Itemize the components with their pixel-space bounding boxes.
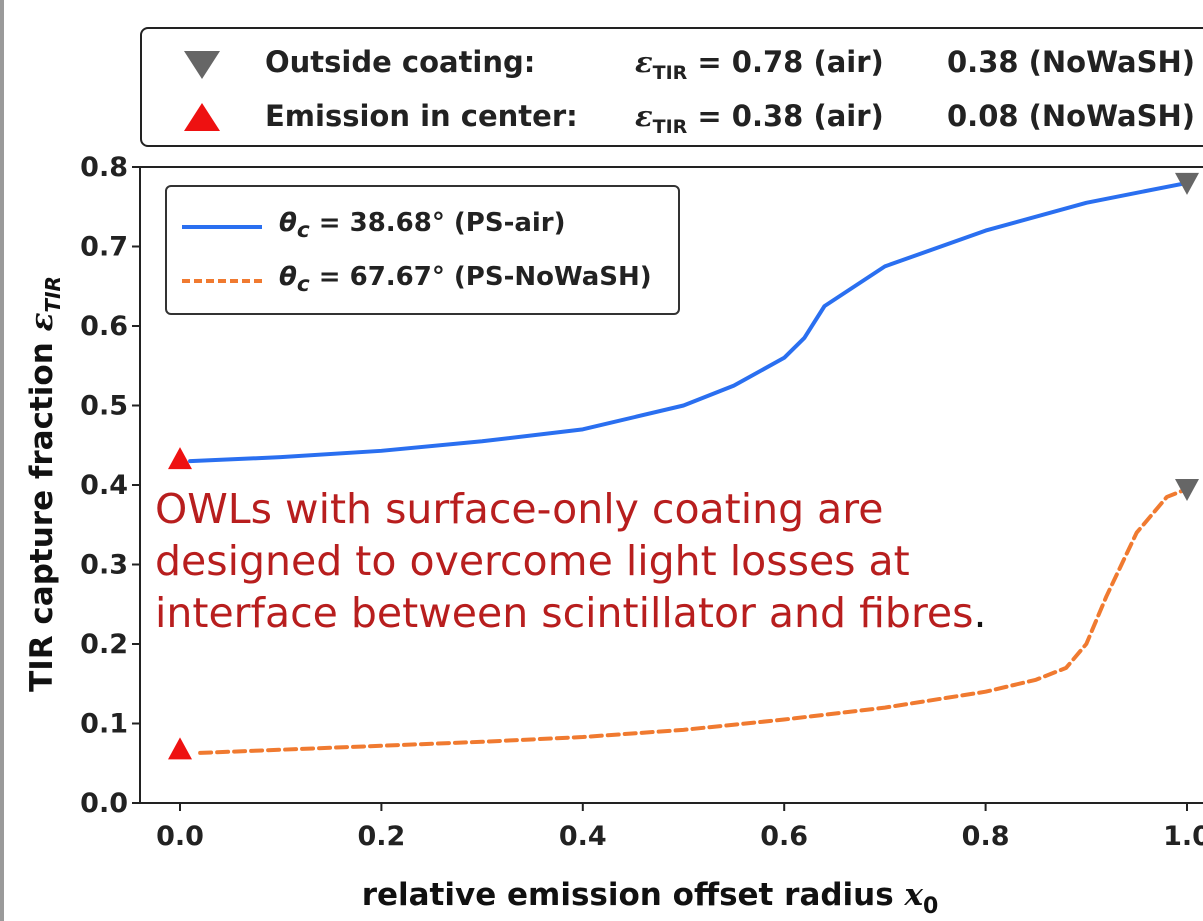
annotation-text: OWLs with surface-only coating are desig… <box>155 483 987 639</box>
legend-item-ps-nowash: θc = 67.67° (PS-NoWaSH) <box>167 255 678 305</box>
red-up-triangle-icon <box>184 103 220 131</box>
annotation-line-1: OWLs with surface-only coating are <box>155 485 884 533</box>
x-tick-label: 0.8 <box>962 821 1010 852</box>
grey-down-triangle-marker <box>1175 172 1199 195</box>
legend-eps-air: εTIR = 0.38 (air) <box>635 99 884 138</box>
y-tick-label: 0.7 <box>80 232 128 263</box>
legend-item-label: θc = 38.68° (PS-air) <box>279 208 566 244</box>
annotation-period: . <box>973 589 987 637</box>
grey-down-triangle-icon <box>184 51 220 79</box>
y-tick-label: 0.0 <box>80 788 128 819</box>
red-up-triangle-marker <box>168 447 192 470</box>
red-up-triangle-marker <box>168 737 192 760</box>
y-tick-label: 0.2 <box>80 629 128 660</box>
axes: 0.0 0.1 0.2 0.3 0.4 0.5 0.6 0.7 0.8 0.0 0.2 0.4 0.6 0… <box>80 152 1203 852</box>
dashed-line-swatch <box>182 279 262 283</box>
y-tick-label: 0.1 <box>80 709 128 740</box>
x-tick-label: 1.0 <box>1163 821 1203 852</box>
top-legend: Outside coating: εTIR = 0.78 (air) 0.38 … <box>140 27 1203 147</box>
x-tick-label: 0.4 <box>559 821 607 852</box>
y-tick-label: 0.6 <box>80 311 128 342</box>
legend-label: Outside coating: <box>265 45 536 79</box>
solid-line-swatch <box>182 225 262 229</box>
y-tick-label: 0.4 <box>80 470 128 501</box>
x-tick-label: 0.6 <box>760 821 808 852</box>
annotation-line-2: designed to overcome light losses at <box>155 537 910 585</box>
legend-eps-nowash: 0.08 (NoWaSH) <box>947 99 1196 133</box>
y-tick-label: 0.3 <box>80 550 128 581</box>
top-legend-row-outside: Outside coating: εTIR = 0.78 (air) 0.38 … <box>142 39 1203 89</box>
series-line-ps-air <box>188 180 1189 464</box>
series-line-ps-nowash <box>198 486 1189 755</box>
annotation-line-3: interface between scintillator and fibre… <box>155 589 974 637</box>
legend-item-label: θc = 67.67° (PS-NoWaSH) <box>279 262 652 298</box>
grey-down-triangle-marker <box>1175 478 1199 501</box>
x-tick-label: 0.2 <box>357 821 405 852</box>
legend-item-ps-air: θc = 38.68° (PS-air) <box>167 201 678 251</box>
y-axis-title: TIR capture fraction εTIR <box>24 276 65 692</box>
marker-layer <box>168 172 1199 760</box>
y-tick-label: 0.5 <box>80 391 128 422</box>
x-tick-label: 0.0 <box>156 821 204 852</box>
series-legend: θc = 38.68° (PS-air) θc = 67.67° (PS-NoW… <box>165 185 680 315</box>
top-legend-row-center: Emission in center: εTIR = 0.38 (air) 0.… <box>142 93 1203 143</box>
x-axis-title: relative emission offset radius x0 <box>362 877 939 919</box>
legend-eps-air: εTIR = 0.78 (air) <box>635 45 884 84</box>
series-layer <box>188 180 1189 755</box>
y-tick-label: 0.8 <box>80 152 128 183</box>
legend-label: Emission in center: <box>265 99 578 133</box>
legend-eps-nowash: 0.38 (NoWaSH) <box>947 45 1196 79</box>
